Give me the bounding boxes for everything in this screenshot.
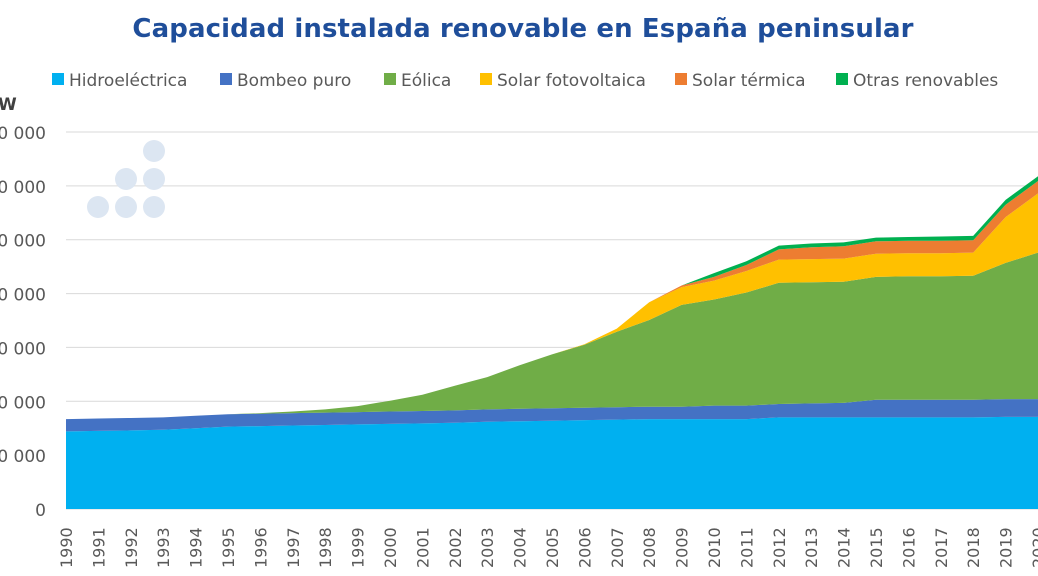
x-tick-label: 2007 — [608, 527, 627, 568]
logo-dot — [115, 168, 137, 190]
x-tick-label: 2018 — [964, 527, 983, 568]
y-tick-labels: 0 0 000 0 000 0 000 0 000 0 000 0 000 0 000 — [0, 124, 46, 521]
legend-item: Hidroeléctrica — [52, 71, 187, 91]
x-tick-label: 1992 — [122, 527, 141, 568]
legend-swatch — [480, 73, 492, 85]
x-tick-label: 1996 — [251, 527, 270, 568]
x-tick-label: 1997 — [284, 527, 303, 568]
x-tick-label: 2014 — [835, 527, 854, 568]
y-tick-label: 0 000 — [0, 178, 46, 198]
logo-dot — [143, 140, 165, 162]
legend-label: Hidroeléctrica — [69, 71, 187, 91]
y-tick-label: 0 000 — [0, 393, 46, 413]
x-tick-labels: 1990 1991 1992 1993 1994 1995 1996 1997 1998 1999… — [57, 527, 1038, 568]
legend-item: Solar térmica — [675, 71, 806, 91]
logo-dots — [87, 140, 165, 218]
x-tick-label: 2015 — [867, 527, 886, 568]
area-series-0 — [66, 416, 1038, 509]
logo-dot — [143, 196, 165, 218]
logo-dot — [115, 196, 137, 218]
x-tick-label: 1991 — [89, 527, 108, 568]
x-tick-label: 2020 — [1029, 527, 1038, 568]
legend-item: Otras renovables — [836, 71, 998, 91]
x-tick-label: 2000 — [381, 527, 400, 568]
legend-item: Bombeo puro — [220, 71, 351, 91]
legend-swatch — [384, 73, 396, 85]
legend-swatch — [836, 73, 848, 85]
stacked-areas — [66, 176, 1038, 509]
x-tick-label: 1998 — [316, 527, 335, 568]
chart-title: Capacidad instalada renovable en España … — [132, 14, 914, 44]
y-tick-label: 0 000 — [0, 232, 46, 252]
y-axis-label: W — [0, 95, 17, 115]
legend: Hidroeléctrica Bombeo puro Eólica Solar fot… — [52, 71, 998, 91]
x-tick-label: 1993 — [154, 527, 173, 568]
y-tick-label: 0 — [35, 501, 46, 521]
y-tick-label: 0 000 — [0, 447, 46, 467]
legend-item: Solar fotovoltaica — [480, 71, 646, 91]
x-tick-label: 2012 — [770, 527, 789, 568]
area-series-2 — [66, 252, 1038, 420]
x-tick-label: 2011 — [737, 527, 756, 568]
legend-label: Solar térmica — [692, 71, 806, 91]
logo-dot — [143, 168, 165, 190]
legend-swatch — [52, 73, 64, 85]
x-tick-label: 2019 — [997, 527, 1016, 568]
y-tick-label: 0 000 — [0, 124, 46, 144]
x-tick-label: 2009 — [673, 527, 692, 568]
x-tick-label: 2002 — [446, 527, 465, 568]
x-tick-label: 1994 — [187, 527, 206, 568]
x-tick-label: 2001 — [413, 527, 432, 568]
x-tick-label: 1995 — [219, 527, 238, 568]
x-tick-label: 2005 — [543, 527, 562, 568]
x-tick-label: 2013 — [802, 527, 821, 568]
x-tick-label: 2017 — [932, 527, 951, 568]
logo-dot — [87, 196, 109, 218]
legend-item: Eólica — [384, 71, 451, 91]
x-tick-label: 2008 — [640, 527, 659, 568]
x-tick-label: 2006 — [575, 527, 594, 568]
y-tick-label: 0 000 — [0, 339, 46, 359]
x-tick-label: 2004 — [511, 527, 530, 568]
x-tick-label: 2010 — [705, 527, 724, 568]
legend-label: Otras renovables — [853, 71, 998, 91]
x-tick-label: 2003 — [478, 527, 497, 568]
legend-label: Bombeo puro — [237, 71, 351, 91]
x-tick-label: 2016 — [899, 527, 918, 568]
x-tick-label: 1999 — [349, 527, 368, 568]
legend-label: Eólica — [401, 71, 451, 91]
area-series-1 — [66, 399, 1038, 432]
y-tick-label: 0 000 — [0, 286, 46, 306]
x-tick-label: 1990 — [57, 527, 76, 568]
legend-label: Solar fotovoltaica — [497, 71, 646, 91]
legend-swatch — [675, 73, 687, 85]
legend-swatch — [220, 73, 232, 85]
